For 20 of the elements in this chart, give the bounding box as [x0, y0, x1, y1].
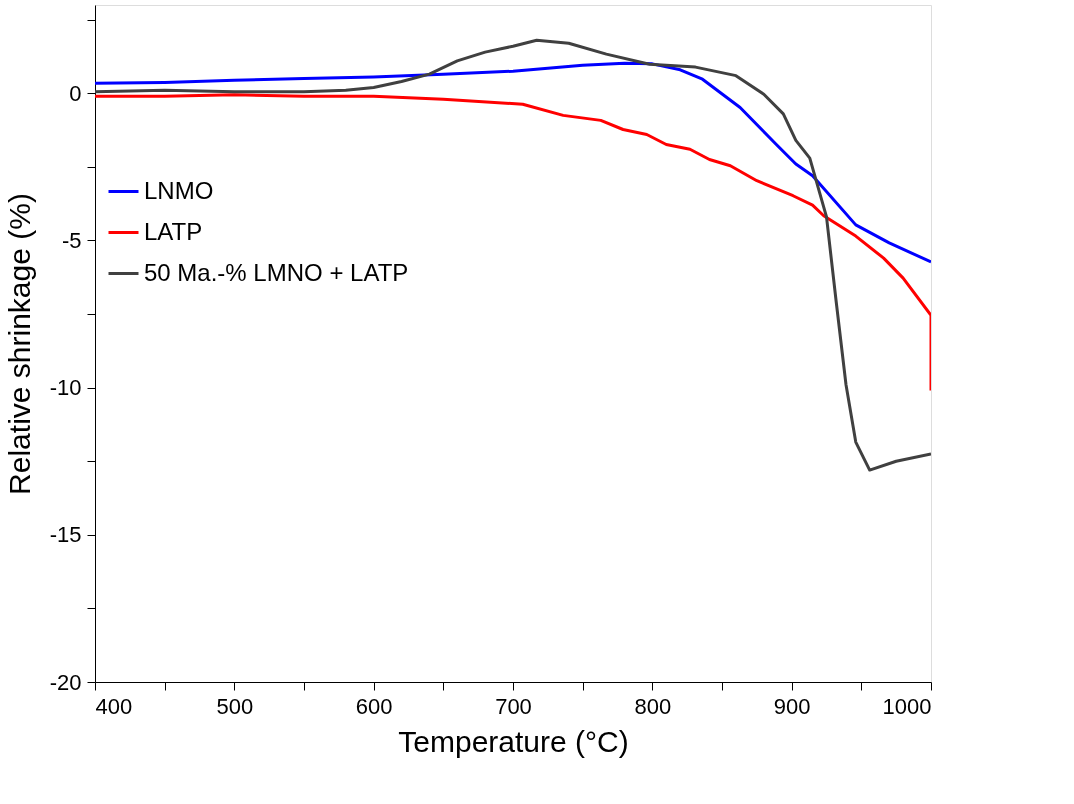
x-tick-label: 1000 — [882, 693, 932, 719]
legend-label: 50 Ma.-% LMNO + LATP — [144, 258, 409, 286]
y-tick-label: -5 — [61, 227, 82, 253]
x-axis-title: Temperature (°C) — [398, 724, 629, 758]
line-series — [95, 61, 931, 264]
y-tick-label: 0 — [69, 80, 82, 106]
line-series — [95, 38, 931, 472]
y-axis-title: Relative shrinkage (%) — [2, 193, 36, 495]
y-tick-label: -15 — [49, 522, 82, 548]
y-tick-label: -10 — [49, 375, 82, 401]
y-tick-label: -20 — [49, 669, 82, 695]
line-series — [95, 93, 931, 393]
legend-label: LNMO — [144, 176, 214, 204]
x-tick-label: 600 — [355, 693, 393, 719]
legend-label: LATP — [144, 217, 203, 245]
x-tick-label: 900 — [773, 693, 811, 719]
x-tick-label: 400 — [95, 693, 133, 719]
x-tick-label: 800 — [634, 693, 672, 719]
x-tick-label: 500 — [216, 693, 254, 719]
x-tick-label: 700 — [495, 693, 532, 719]
